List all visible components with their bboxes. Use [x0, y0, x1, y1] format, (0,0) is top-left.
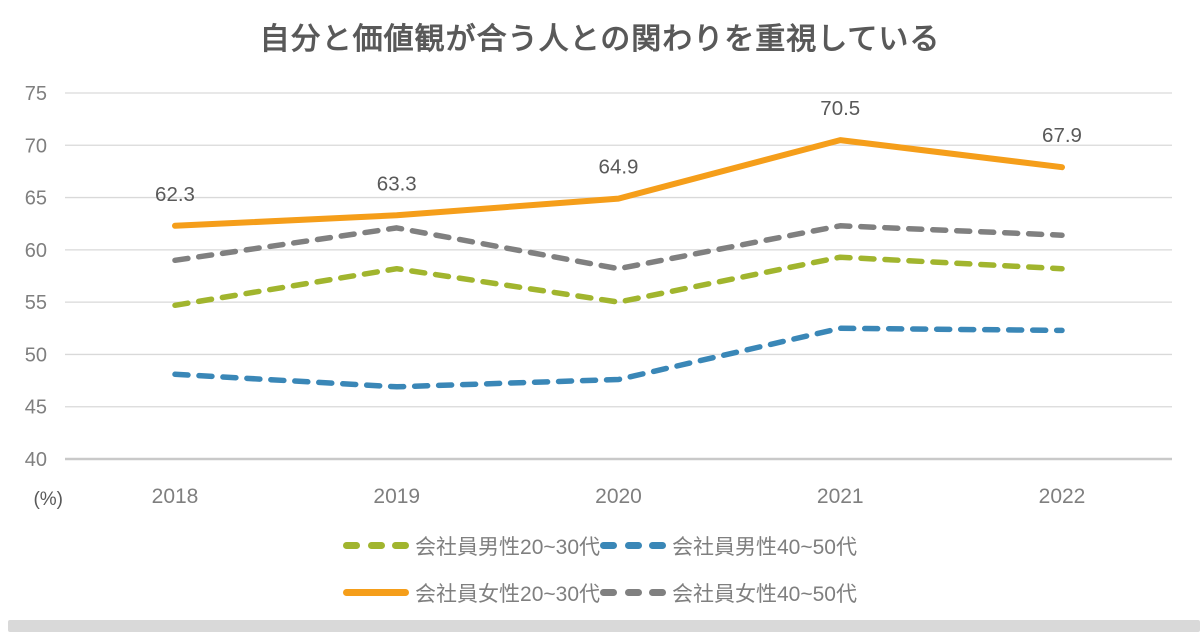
legend-row-1: 会社員男性20~30代 会社員男性40~50代 — [343, 522, 857, 569]
x-tick-label: 2022 — [1039, 485, 1086, 508]
series-line-0 — [172, 254, 1065, 309]
y-tick-label: 40 — [25, 449, 47, 471]
bottom-scrollbar[interactable] — [8, 620, 1200, 632]
y-tick-label: 75 — [25, 83, 47, 105]
green-dashed-line-icon — [343, 542, 410, 549]
legend-label: 会社員女性20~30代 — [415, 582, 600, 606]
legend-row-2: 会社員女性20~30代 会社員女性40~50代 — [343, 569, 857, 616]
y-tick-label: 45 — [25, 397, 47, 419]
data-label: 63.3 — [377, 172, 417, 195]
data-label: 67.9 — [1042, 124, 1082, 147]
orange-solid-line-icon — [343, 589, 410, 596]
legend-label: 会社員女性40~50代 — [672, 582, 857, 606]
y-tick-label: 55 — [25, 292, 47, 314]
legend-item-male-20-30[interactable]: 会社員男性20~30代 — [343, 531, 600, 561]
data-label: 70.5 — [820, 97, 860, 120]
x-tick-label: 2020 — [595, 485, 642, 508]
data-label: 64.9 — [599, 156, 639, 179]
y-tick-label: 50 — [25, 344, 47, 366]
legend-label: 会社員男性40~50代 — [672, 535, 857, 559]
legend-label: 会社員男性20~30代 — [415, 535, 600, 559]
y-tick-label: 70 — [25, 135, 47, 157]
chart-title: 自分と価値観が合う人との関わりを重視している — [259, 23, 941, 56]
x-tick-label: 2019 — [373, 485, 420, 508]
y-tick-label: 60 — [25, 240, 47, 262]
blue-dashed-line-icon — [600, 542, 666, 549]
series-line-1 — [172, 325, 1065, 390]
legend-item-female-20-30[interactable]: 会社員女性20~30代 — [343, 578, 600, 608]
y-tick-label: 65 — [25, 188, 47, 210]
data-label: 62.3 — [155, 183, 195, 206]
series-line-2 — [172, 137, 1065, 229]
chart-legend: 会社員男性20~30代 会社員男性40~50代 会社員女性20~30代 会社員女… — [0, 522, 1200, 616]
legend-item-male-40-50[interactable]: 会社員男性40~50代 — [600, 531, 857, 561]
y-axis-unit-label: (%) — [33, 489, 63, 510]
x-tick-label: 2021 — [817, 485, 864, 508]
legend-item-female-40-50[interactable]: 会社員女性40~50代 — [600, 578, 857, 608]
gray-dashed-line-icon — [600, 589, 666, 596]
series-line-3 — [172, 223, 1065, 272]
x-tick-label: 2018 — [152, 485, 199, 508]
